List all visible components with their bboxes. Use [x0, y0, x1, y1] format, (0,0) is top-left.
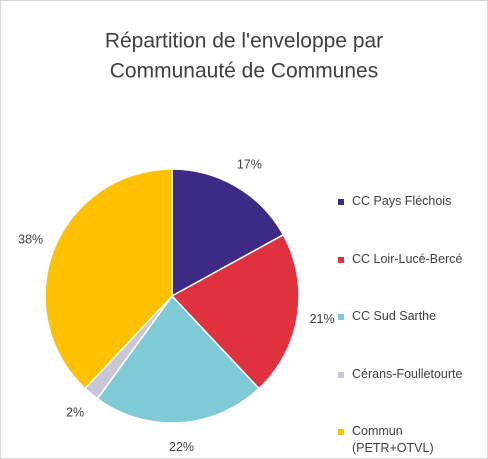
legend-swatch [338, 314, 344, 320]
legend-item: CC Loir-Lucé-Bercé [338, 251, 478, 268]
legend-item: CC Sud Sarthe [338, 308, 478, 325]
data-label: 2% [66, 405, 84, 419]
data-label: 38% [18, 232, 43, 246]
pie-slice [96, 294, 260, 424]
legend-item: Commun (PETR+OTVL) [338, 423, 478, 457]
legend-swatch [338, 429, 344, 435]
chart-title: Communauté de Communes [110, 60, 378, 83]
legend-swatch [338, 256, 344, 263]
legend-label: Cérans-Foulletourte [352, 366, 463, 381]
legend-label: CC Pays Fléchois [352, 194, 452, 208]
pie-slice [170, 233, 300, 390]
pie-slice [44, 168, 173, 390]
legend-label: Commun (PETR+OTVL) [352, 424, 434, 455]
legend-label: CC Loir-Lucé-Bercé [352, 251, 463, 266]
data-label: 22% [169, 440, 194, 454]
legend-swatch [338, 199, 344, 205]
legend-swatch [338, 371, 344, 378]
data-label: 17% [237, 157, 262, 171]
chart-title: Répartition de l'enveloppe par [105, 30, 383, 53]
data-label: 21% [310, 312, 335, 326]
pie-slice [171, 168, 285, 298]
legend-item: Cérans-Foulletourte [338, 366, 478, 383]
legend-label: CC Sud Sarthe [352, 309, 437, 323]
legend-item: CC Pays Fléchois [338, 193, 478, 210]
